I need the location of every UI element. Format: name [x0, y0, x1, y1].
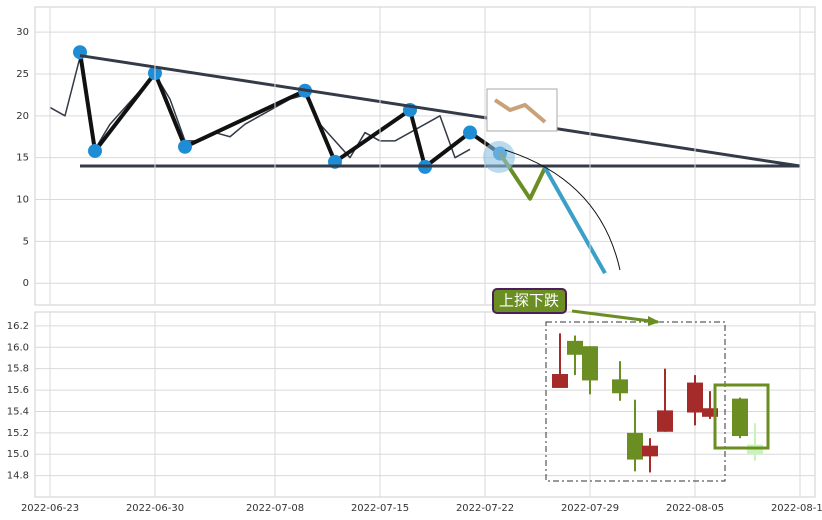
- marker: [463, 125, 477, 140]
- y-tick-label: 15.0: [7, 449, 29, 460]
- y-tick-label: 0: [23, 278, 29, 289]
- highlight-circle: [483, 141, 515, 173]
- bottom-layer: 14.8 15.0 15.2 15.4 15.6 15.8 16.0 16.2 2022-06-…: [7, 321, 822, 514]
- candle-body: [657, 410, 673, 432]
- x-tick-label: 2022-07-22: [456, 503, 514, 514]
- inset-art: [493, 98, 547, 124]
- x-tick-label: 2022-08-12: [771, 503, 822, 514]
- x-tick-label: 2022-06-23: [21, 503, 79, 514]
- y-tick-label: 14.8: [7, 471, 29, 482]
- inset: [486, 88, 558, 132]
- y-tick-label: 16.0: [7, 342, 29, 353]
- y-tick-label: 25: [16, 69, 29, 80]
- marker: [178, 139, 192, 154]
- y-tick-label: 20: [16, 111, 29, 122]
- annotation-box: [492, 288, 567, 314]
- y-tick-label: 16.2: [7, 321, 29, 332]
- x-tick-label: 2022-08-05: [666, 503, 724, 514]
- arrow-head: [648, 316, 660, 326]
- candle-body: [552, 374, 568, 388]
- marker: [88, 143, 102, 158]
- line: [78, 51, 502, 169]
- y-tick-label: 15.6: [7, 385, 29, 396]
- candle-body: [687, 382, 703, 413]
- y-tick-label: 10: [16, 195, 29, 206]
- annotation-arrow: [571, 309, 659, 324]
- x-tick-label: 2022-07-15: [351, 503, 409, 514]
- y-tick-label: 15.8: [7, 364, 29, 375]
- line: [79, 54, 801, 168]
- pattern-box: [545, 321, 726, 482]
- highlight-box: [713, 383, 770, 450]
- top-layer: 0 5 10 15 20 25 30: [16, 7, 815, 497]
- bottom-panel: [34, 311, 816, 498]
- candle-body: [642, 445, 658, 457]
- line: [543, 166, 607, 275]
- y-tick-label: 30: [16, 27, 29, 38]
- candle-body: [567, 340, 583, 355]
- y-tick-label: 5: [23, 236, 29, 247]
- y-tick-label: 15.4: [7, 406, 29, 417]
- candle-body: [612, 379, 628, 394]
- top-panel: [34, 6, 816, 306]
- line: [49, 56, 471, 159]
- x-tick-label: 2022-07-29: [561, 503, 619, 514]
- y-tick-label: 15.2: [7, 428, 29, 439]
- candle-body: [582, 346, 598, 381]
- y-tick-label: 15: [16, 153, 29, 164]
- candle-body: [732, 398, 748, 437]
- x-tick-label: 2022-07-08: [246, 503, 304, 514]
- curve: [504, 149, 621, 271]
- candle-body: [627, 432, 643, 460]
- candle-body: [702, 408, 718, 417]
- x-tick-label: 2022-06-30: [126, 503, 184, 514]
- annotation: 上探下跌: [499, 292, 559, 310]
